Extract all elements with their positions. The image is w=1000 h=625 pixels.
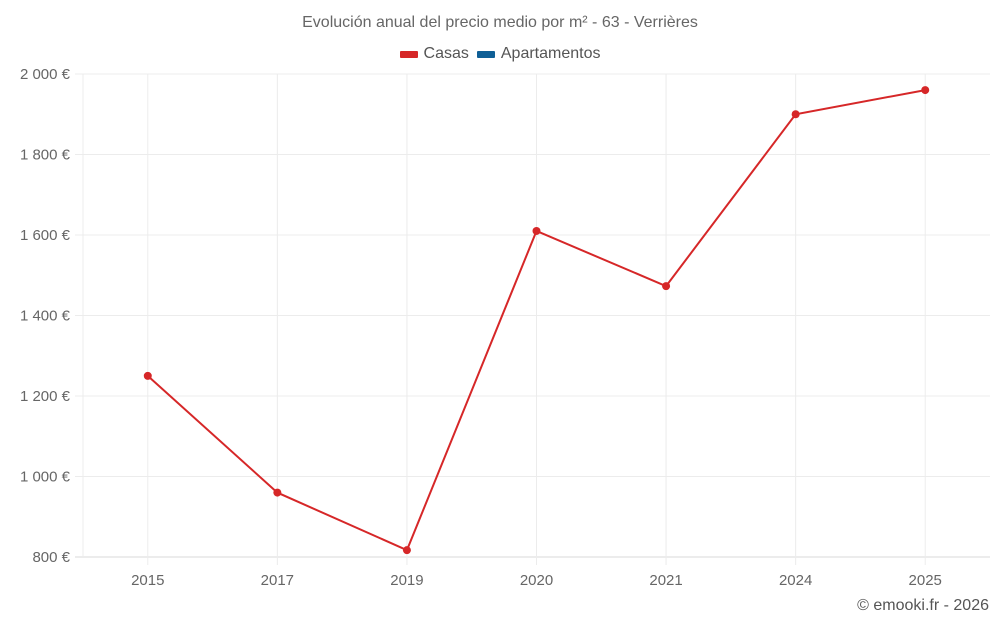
- x-axis: 2015 2017 2019 2020 2021 2024 2025: [131, 572, 942, 589]
- x-tick-label: 2024: [779, 572, 812, 589]
- casas-swatch-icon: [399, 50, 418, 58]
- credit-text: © emooki.fr - 2026: [857, 597, 989, 614]
- x-tick-label: 2015: [131, 572, 164, 589]
- x-tick-label: 2021: [649, 572, 682, 589]
- data-point[interactable]: [921, 86, 930, 95]
- legend-item-apartamentos[interactable]: Apartamentos: [476, 45, 601, 63]
- x-tick-label: 2017: [261, 572, 294, 589]
- y-tick-label: 2 000 €: [20, 66, 71, 83]
- data-point[interactable]: [143, 371, 152, 380]
- data-point[interactable]: [791, 110, 800, 119]
- y-tick-label: 1 800 €: [20, 147, 71, 164]
- y-tick-label: 800 €: [32, 549, 70, 566]
- legend: Casas Apartamentos: [0, 45, 1000, 63]
- legend-label-apartamentos: Apartamentos: [500, 45, 601, 62]
- y-tick-label: 1 000 €: [20, 469, 71, 486]
- x-tick-label: 2025: [909, 572, 942, 589]
- data-point[interactable]: [402, 546, 411, 555]
- data-point[interactable]: [662, 282, 671, 291]
- legend-item-casas[interactable]: Casas: [399, 45, 469, 63]
- gridlines: [75, 73, 990, 565]
- y-tick-label: 1 400 €: [20, 308, 71, 325]
- y-axis: 800 € 1 000 € 1 200 € 1 400 € 1 600 € 1 800 €…: [20, 66, 71, 566]
- x-tick-label: 2019: [390, 572, 423, 589]
- series-casas: [143, 86, 930, 555]
- x-tick-label: 2020: [520, 572, 553, 589]
- apartamentos-swatch-icon: [476, 50, 495, 58]
- data-point[interactable]: [532, 226, 541, 235]
- y-tick-label: 1 600 €: [20, 227, 71, 244]
- y-tick-label: 1 200 €: [20, 388, 71, 405]
- data-point[interactable]: [273, 488, 282, 497]
- chart-title: Evolución anual del precio medio por m² …: [302, 14, 698, 31]
- legend-label-casas: Casas: [423, 45, 469, 62]
